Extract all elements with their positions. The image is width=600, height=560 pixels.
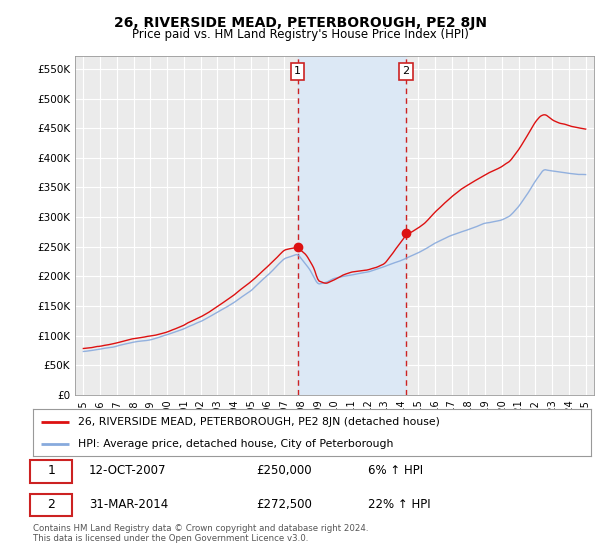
- Text: 2: 2: [402, 66, 409, 76]
- Text: £250,000: £250,000: [256, 464, 312, 478]
- Text: 2: 2: [47, 498, 55, 511]
- Bar: [298, 56, 406, 395]
- Text: 26, RIVERSIDE MEAD, PETERBOROUGH, PE2 8JN (detached house): 26, RIVERSIDE MEAD, PETERBOROUGH, PE2 8J…: [77, 417, 440, 427]
- Text: 12-OCT-2007: 12-OCT-2007: [89, 464, 166, 478]
- Text: 22% ↑ HPI: 22% ↑ HPI: [368, 498, 430, 511]
- Text: 1: 1: [47, 464, 55, 478]
- FancyBboxPatch shape: [30, 460, 72, 483]
- Text: 31-MAR-2014: 31-MAR-2014: [89, 498, 168, 511]
- Text: £272,500: £272,500: [256, 498, 312, 511]
- Text: 1: 1: [294, 66, 301, 76]
- Text: 6% ↑ HPI: 6% ↑ HPI: [368, 464, 423, 478]
- Text: HPI: Average price, detached house, City of Peterborough: HPI: Average price, detached house, City…: [77, 438, 393, 449]
- Text: Price paid vs. HM Land Registry's House Price Index (HPI): Price paid vs. HM Land Registry's House …: [131, 28, 469, 41]
- Text: Contains HM Land Registry data © Crown copyright and database right 2024.
This d: Contains HM Land Registry data © Crown c…: [33, 524, 368, 543]
- Text: 26, RIVERSIDE MEAD, PETERBOROUGH, PE2 8JN: 26, RIVERSIDE MEAD, PETERBOROUGH, PE2 8J…: [113, 16, 487, 30]
- FancyBboxPatch shape: [30, 493, 72, 516]
